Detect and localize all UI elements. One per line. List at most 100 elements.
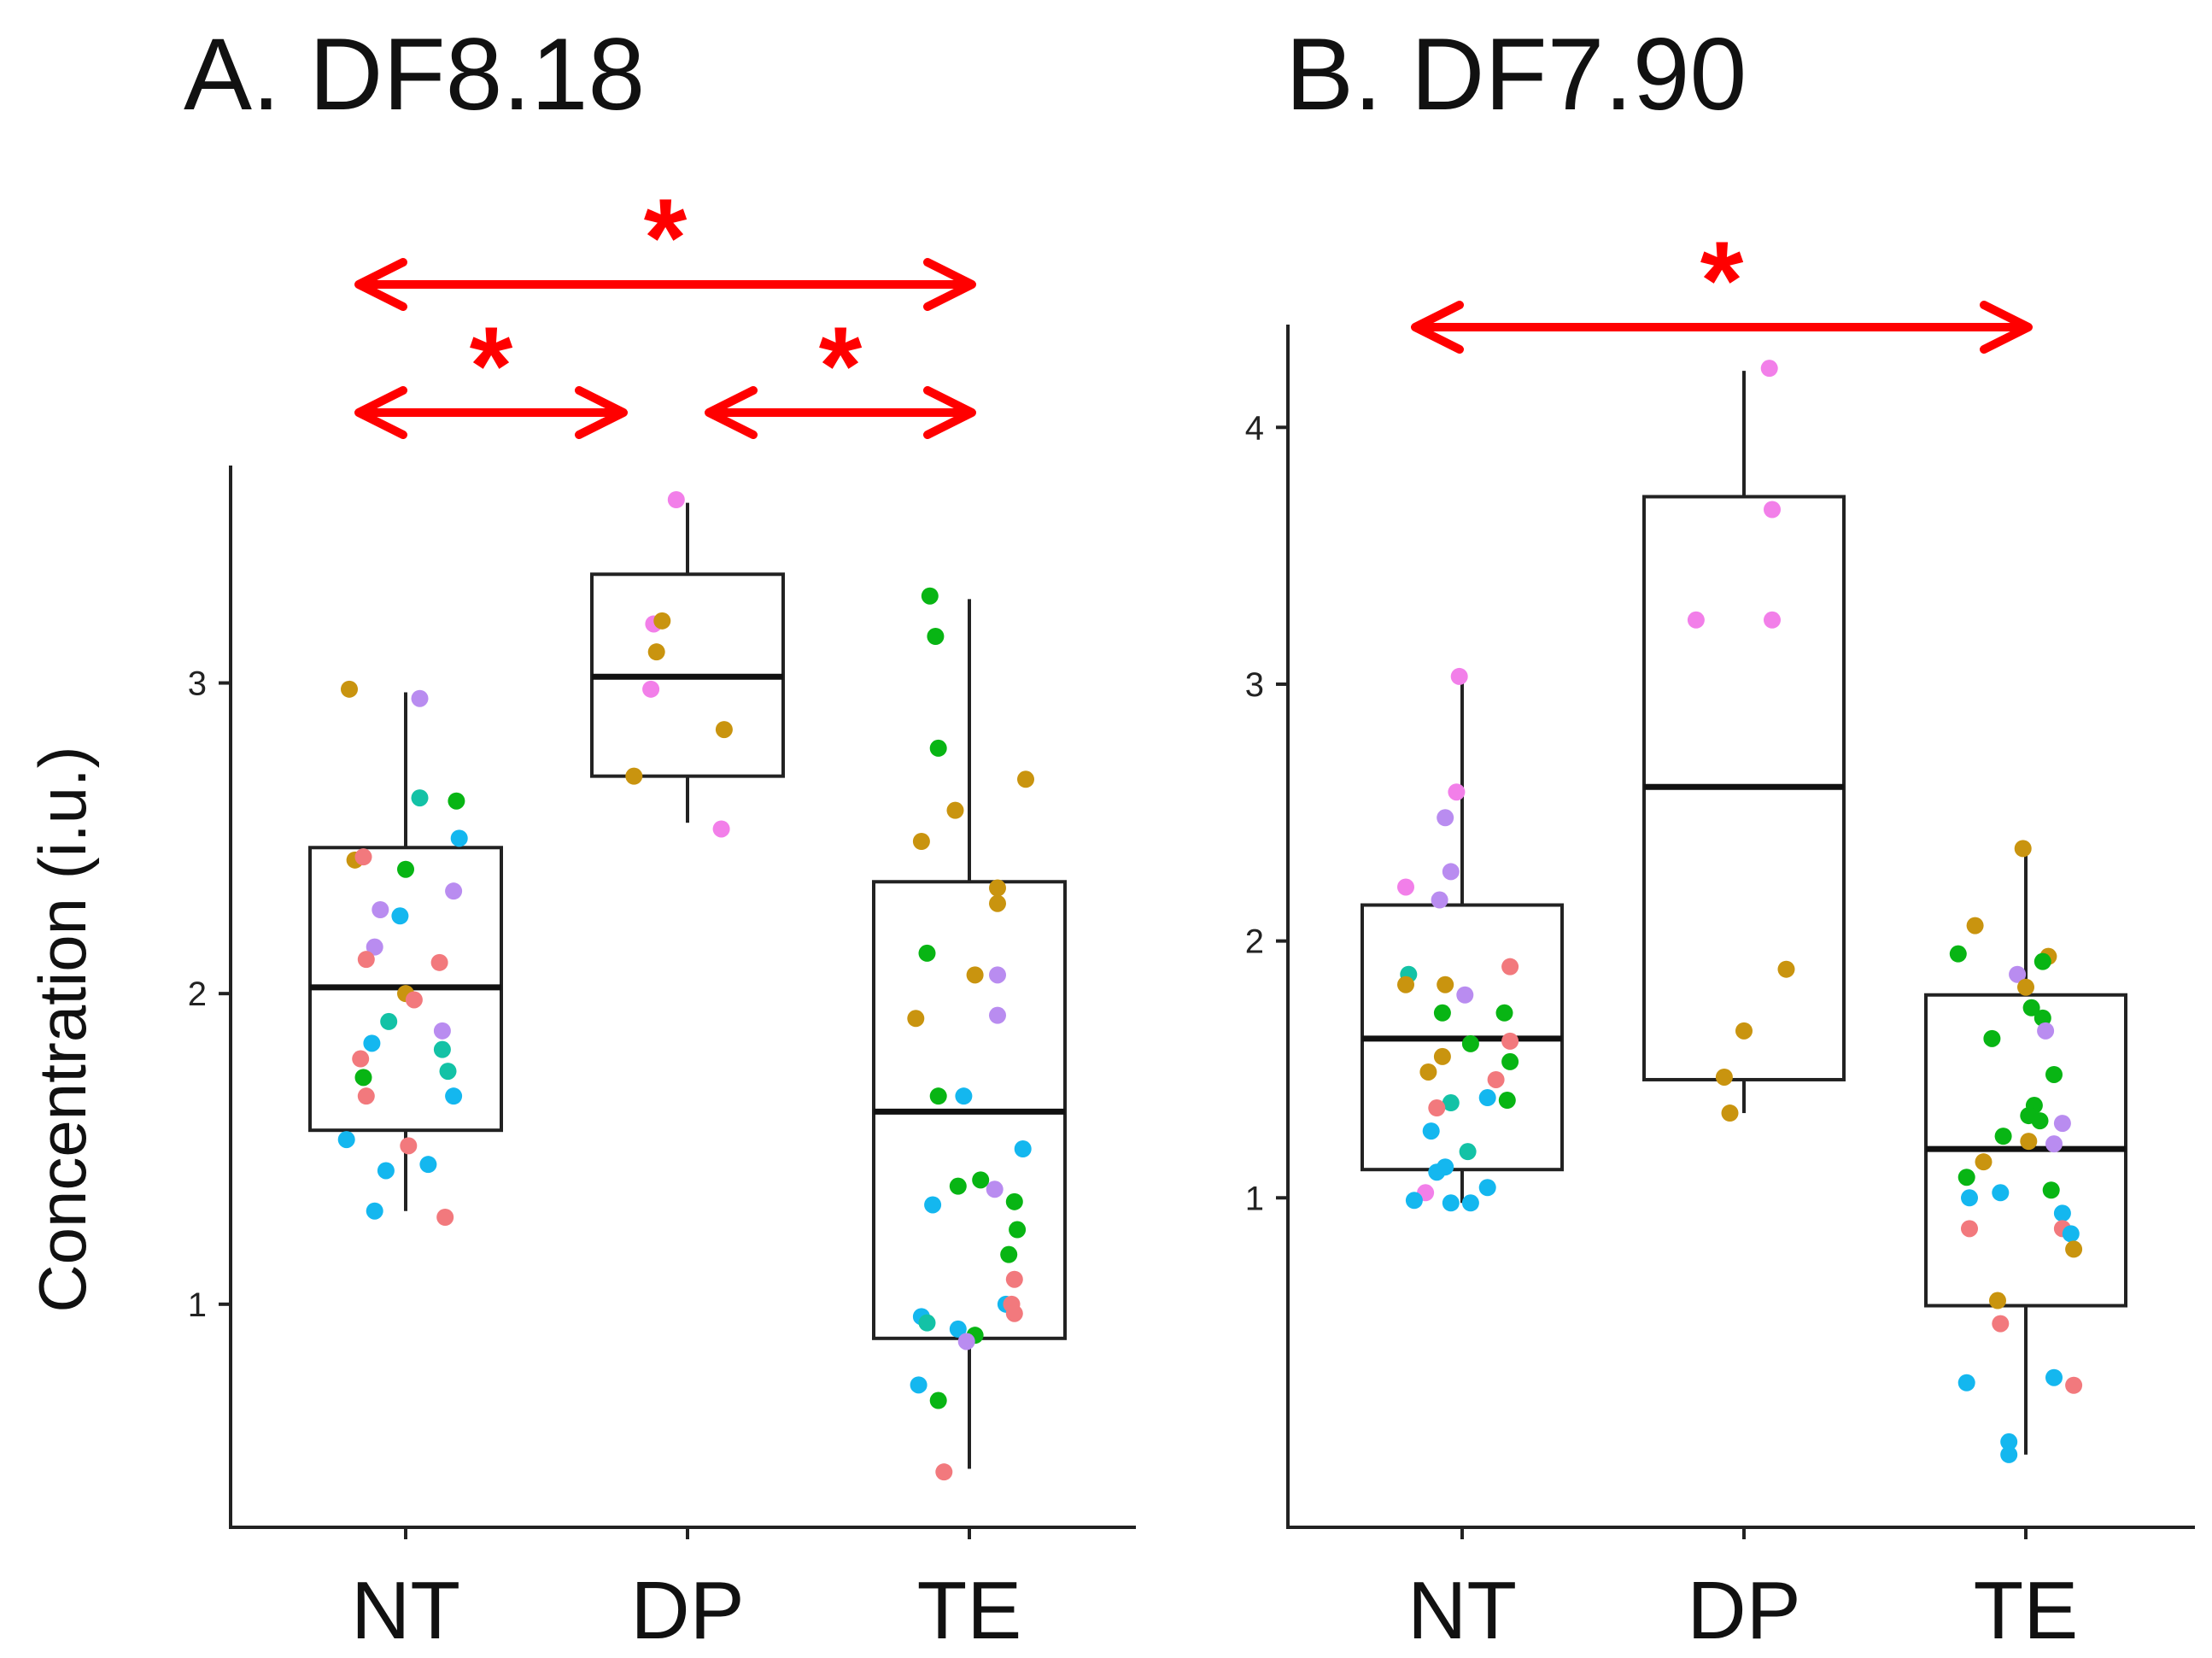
panel-a-point-te	[989, 1006, 1006, 1024]
panel-b-point-nt	[1450, 667, 1468, 685]
panel-b-x-tick-label-dp: DP	[1687, 1565, 1800, 1654]
panel-a-x-tick-label-dp: DP	[630, 1565, 744, 1654]
panel-a-point-dp	[625, 767, 643, 785]
panel-a-point-te	[1005, 1192, 1023, 1210]
panel-a-significance-dp-te-label: *	[819, 303, 863, 428]
panel-a-point-te	[1005, 1304, 1023, 1322]
panel-a-point-te	[1014, 1140, 1032, 1157]
panel-b-point-te	[1989, 1292, 2006, 1309]
panel-a-significance-nt-te-label: *	[644, 175, 688, 300]
panel-b-point-nt	[1397, 975, 1414, 993]
panel-b-point-te	[2065, 1376, 2083, 1394]
panel-b-y-tick-label: 3	[1245, 666, 1264, 704]
panel-a-point-te	[929, 1087, 947, 1105]
panel-b-point-te	[1949, 945, 1967, 963]
panel-b-point-dp	[1764, 501, 1781, 518]
panel-a-title: A. DF8.18	[184, 17, 645, 132]
panel-a-point-nt	[448, 792, 465, 810]
panel-b-point-nt	[1422, 1122, 1440, 1140]
panel-b-point-nt	[1501, 1032, 1519, 1050]
panel-a-point-nt	[411, 789, 429, 807]
panel-b-point-nt	[1478, 1179, 1496, 1197]
panel-a-point-te	[935, 1463, 953, 1481]
panel-a-significance-dp-te-arrowhead-left	[705, 386, 758, 439]
panel-a-point-te	[1005, 1270, 1023, 1288]
panel-a-significance-nt-dp-arrowhead-right	[575, 386, 628, 439]
panel-a-point-dp	[667, 491, 685, 508]
panel-b-point-te	[2053, 1204, 2071, 1222]
panel-a-significance-dp-te-arrowhead-right	[923, 386, 976, 439]
panel-b-significance-nt-te-label: *	[1700, 218, 1744, 343]
panel-b-point-nt	[1461, 1194, 1479, 1212]
panel-b-point-te	[2037, 1022, 2055, 1040]
panel-b-point-nt	[1498, 1092, 1516, 1110]
panel-b-point-nt	[1501, 958, 1519, 975]
panel-b-point-te	[2053, 1115, 2071, 1133]
panel-a-point-nt	[439, 1063, 457, 1081]
panel-b-point-te	[2062, 1225, 2080, 1243]
panel-b-y-tick-label: 2	[1245, 923, 1264, 961]
panel-a-point-nt	[354, 1069, 372, 1087]
panel-a-point-te	[955, 1087, 973, 1105]
panel-a-point-nt	[445, 882, 463, 900]
panel-a-point-te	[907, 1010, 925, 1028]
panel-b-point-nt	[1442, 1194, 1460, 1212]
panel-a-significance-nt-dp-arrowhead-left	[354, 386, 407, 439]
panel-b-title: B. DF7.90	[1285, 17, 1747, 132]
panel-b-point-nt	[1437, 975, 1454, 993]
panel-b-point-dp	[1777, 960, 1795, 978]
panel-a-point-te	[989, 894, 1006, 912]
panel-a-x-tick-label-te: TE	[917, 1565, 1022, 1654]
panel-a-point-nt	[357, 1087, 375, 1105]
panel-a-point-te	[918, 944, 936, 962]
panel-a-significance-nt-te-arrowhead-left	[354, 258, 407, 311]
panel-a-point-nt	[354, 848, 372, 866]
panel-b-point-nt	[1442, 863, 1460, 881]
panel-b-point-te	[2065, 1240, 2083, 1258]
panel-b-point-dp	[1735, 1022, 1753, 1040]
panel-b-point-te	[2020, 1133, 2038, 1151]
panel-b-point-te	[2022, 999, 2040, 1016]
panel-b-point-te	[1994, 1128, 2012, 1145]
panel-a-point-nt	[391, 907, 409, 925]
panel-a-point-nt	[433, 1040, 451, 1058]
panel-b-point-nt	[1428, 1163, 1446, 1181]
panel-a-point-te	[912, 833, 930, 850]
panel-a-point-te	[946, 801, 964, 819]
panel-a-point-dp	[715, 721, 733, 739]
panel-b-point-te	[2045, 1135, 2063, 1153]
panel-a-point-nt	[445, 1087, 463, 1105]
panel-b-point-te	[2045, 1065, 2063, 1083]
panel-a-point-te	[918, 1314, 936, 1332]
panel-b-point-dp	[1715, 1068, 1733, 1086]
panel-b-point-nt	[1419, 1063, 1437, 1081]
panel-b-significance-nt-te-arrowhead-left	[1411, 301, 1464, 354]
panel-a-point-nt	[411, 689, 429, 707]
panel-a-point-te	[1000, 1245, 1018, 1263]
panel-a-point-te	[921, 587, 939, 605]
panel-a-point-nt	[433, 1022, 451, 1040]
panel-a-point-nt	[430, 953, 448, 971]
panel-a-point-dp	[647, 643, 665, 661]
panel-b-point-dp	[1687, 611, 1705, 629]
panel-b-point-te	[1992, 1315, 2010, 1333]
panel-a-point-nt	[450, 829, 468, 847]
panel-a-x-tick-label-nt: NT	[351, 1565, 460, 1654]
panel-b-point-nt	[1428, 1099, 1446, 1117]
panel-a-point-dp	[642, 680, 660, 698]
panel-a-point-nt	[377, 1162, 395, 1180]
panel-b-plot: 1 2 3 4 NT DP TE *	[1245, 218, 2195, 1656]
panel-b-point-te	[1975, 1153, 1993, 1171]
panel-a-point-te	[989, 966, 1006, 984]
panel-b-point-te	[1957, 1374, 1975, 1391]
panel-b-y-tick-label: 4	[1245, 409, 1264, 447]
panel-a-point-dp	[712, 820, 730, 838]
panel-a-point-nt	[363, 1034, 381, 1052]
panel-a-point-nt	[405, 991, 423, 1009]
panel-a-point-nt	[380, 1012, 398, 1030]
panel-b-point-te	[2000, 1445, 2018, 1463]
panel-a-point-te	[986, 1181, 1004, 1198]
panel-b-point-te	[2031, 1112, 2049, 1130]
